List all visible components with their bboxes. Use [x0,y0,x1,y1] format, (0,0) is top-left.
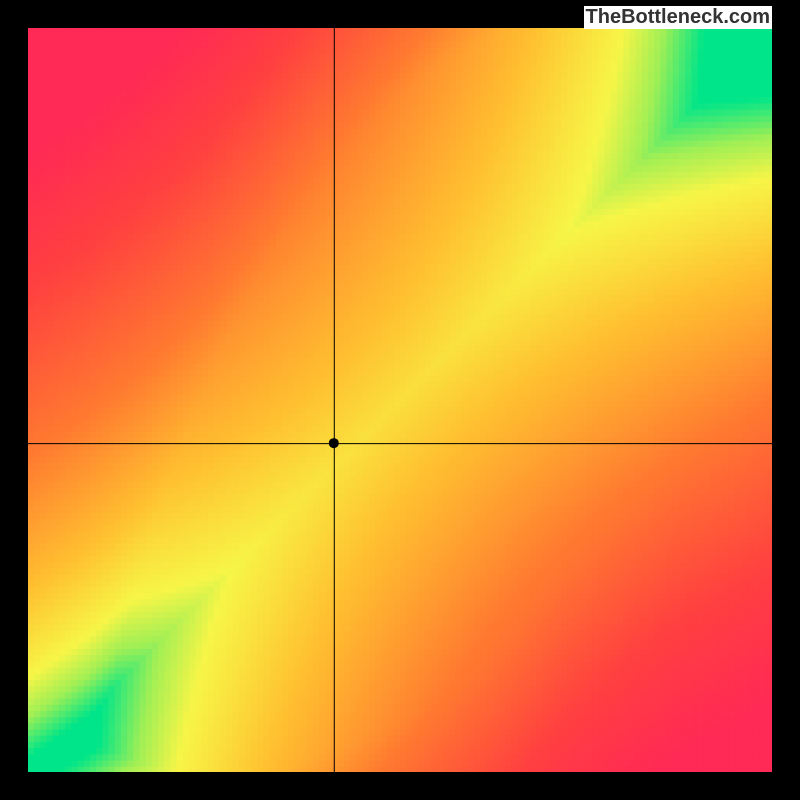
bottleneck-heatmap [28,28,772,772]
chart-container: TheBottleneck.com [0,0,800,800]
plot-area [28,28,772,772]
attribution-text: TheBottleneck.com [584,6,772,29]
